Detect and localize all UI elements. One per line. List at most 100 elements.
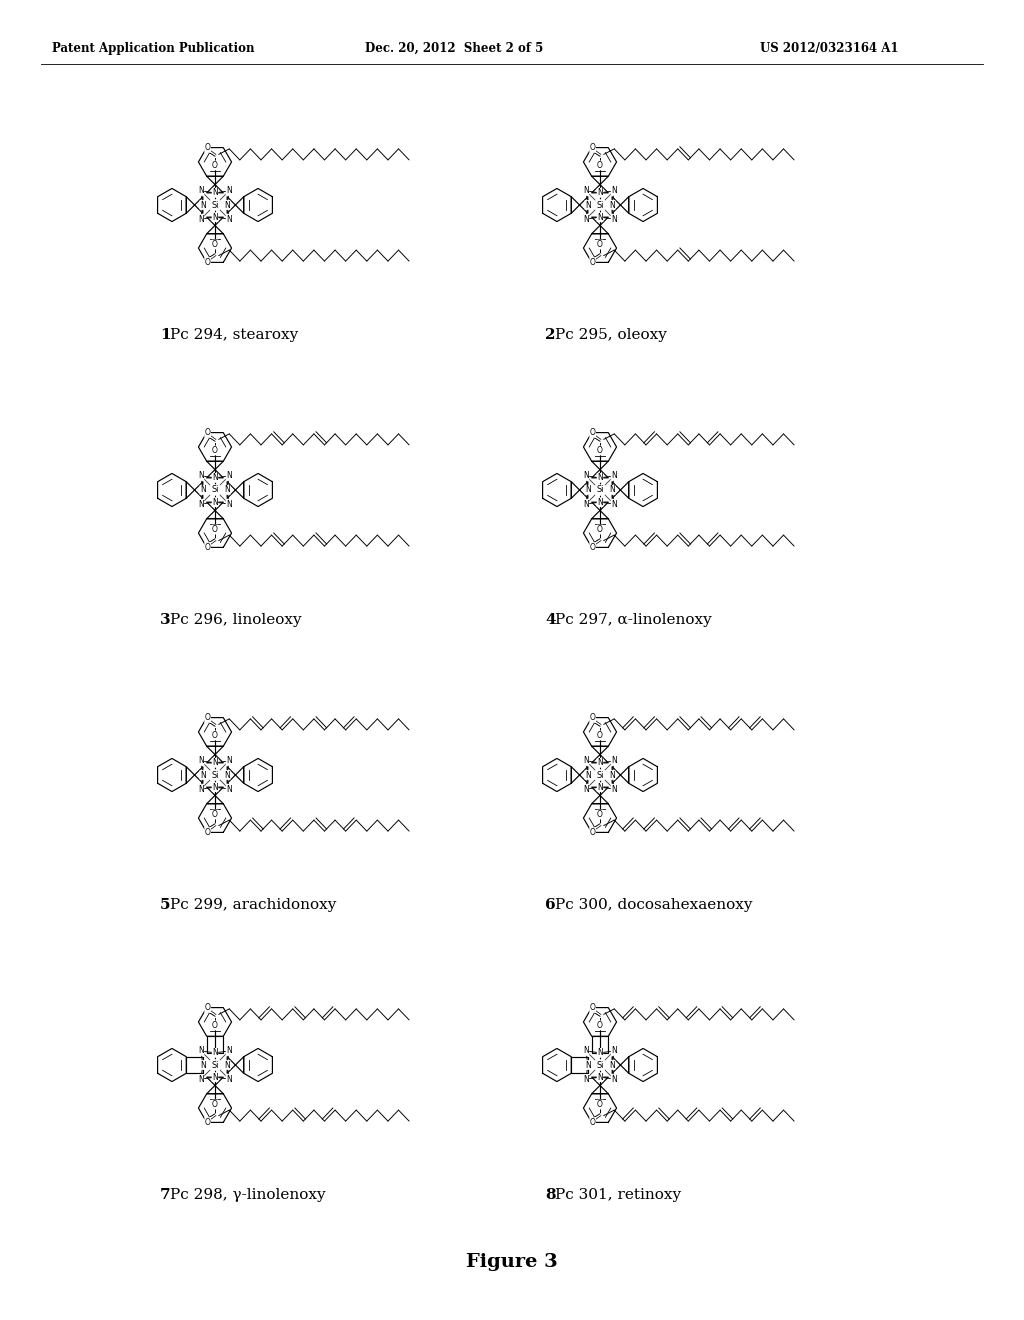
Text: N: N [585,1060,591,1069]
Text: 8: 8 [545,1188,556,1203]
Text: N: N [212,1073,218,1081]
Text: Si: Si [211,771,219,780]
Text: 4: 4 [545,612,556,627]
Text: N: N [583,1074,589,1084]
Text: N: N [583,1047,589,1056]
Text: O: O [212,161,218,170]
Text: Pc 296, linoleoxy: Pc 296, linoleoxy [170,612,302,627]
Text: N: N [611,1047,616,1056]
Text: 3: 3 [160,612,171,627]
Text: N: N [597,1073,603,1081]
Text: O: O [205,543,211,552]
Text: Si: Si [211,1060,219,1069]
Text: N: N [583,784,589,793]
Text: N: N [198,784,204,793]
Text: N: N [212,189,218,198]
Text: O: O [212,1100,218,1109]
Text: N: N [212,1048,218,1057]
Text: O: O [212,446,218,455]
Text: N: N [611,1074,616,1084]
Text: N: N [611,471,616,480]
Text: O: O [212,240,218,249]
Text: N: N [226,499,231,508]
Text: O: O [597,525,603,535]
Text: O: O [205,144,211,153]
Text: N: N [198,1047,204,1056]
Text: O: O [597,240,603,249]
Text: 6: 6 [545,898,556,912]
Text: N: N [609,1060,615,1069]
Text: O: O [590,257,596,267]
Text: N: N [200,771,206,780]
Text: O: O [212,731,218,741]
Text: N: N [226,186,231,195]
Text: N: N [200,486,206,495]
Text: O: O [597,1020,603,1030]
Text: Figure 3: Figure 3 [466,1253,558,1271]
Text: O: O [590,1003,596,1012]
Text: Patent Application Publication: Patent Application Publication [52,42,255,55]
Text: O: O [597,446,603,455]
Text: N: N [583,471,589,480]
Text: O: O [205,828,211,837]
Text: O: O [590,144,596,153]
Text: O: O [212,810,218,818]
Text: Pc 294, stearoxy: Pc 294, stearoxy [170,327,298,342]
Text: 2: 2 [545,327,555,342]
Text: O: O [205,1118,211,1126]
Text: O: O [590,543,596,552]
Text: N: N [597,189,603,198]
Text: 5: 5 [160,898,171,912]
Text: N: N [198,1074,204,1084]
Text: N: N [609,771,615,780]
Text: O: O [205,1003,211,1012]
Text: O: O [212,525,218,535]
Text: Si: Si [596,1060,604,1069]
Text: O: O [590,713,596,722]
Text: N: N [200,1060,206,1069]
Text: O: O [597,810,603,818]
Text: Pc 295, oleoxy: Pc 295, oleoxy [555,327,667,342]
Text: O: O [597,1100,603,1109]
Text: N: N [198,756,204,766]
Text: O: O [590,828,596,837]
Text: N: N [224,201,230,210]
Text: O: O [205,713,211,722]
Text: Si: Si [596,486,604,495]
Text: N: N [597,498,603,507]
Text: N: N [212,498,218,507]
Text: N: N [198,215,204,223]
Text: N: N [212,474,218,482]
Text: O: O [590,1118,596,1126]
Text: N: N [198,499,204,508]
Text: N: N [212,783,218,792]
Text: Si: Si [596,201,604,210]
Text: N: N [611,784,616,793]
Text: N: N [611,499,616,508]
Text: N: N [597,783,603,792]
Text: N: N [212,213,218,222]
Text: N: N [597,213,603,222]
Text: Pc 298, γ-linolenoxy: Pc 298, γ-linolenoxy [170,1188,326,1203]
Text: N: N [585,201,591,210]
Text: Pc 301, retinoxy: Pc 301, retinoxy [555,1188,681,1203]
Text: O: O [597,161,603,170]
Text: N: N [226,215,231,223]
Text: N: N [585,771,591,780]
Text: N: N [226,1047,231,1056]
Text: Pc 297, α-linolenoxy: Pc 297, α-linolenoxy [555,612,712,627]
Text: 1: 1 [160,327,171,342]
Text: N: N [583,186,589,195]
Text: O: O [205,257,211,267]
Text: N: N [609,201,615,210]
Text: 7: 7 [160,1188,171,1203]
Text: N: N [212,759,218,767]
Text: US 2012/0323164 A1: US 2012/0323164 A1 [760,42,898,55]
Text: Pc 300, docosahexaenoxy: Pc 300, docosahexaenoxy [555,898,753,912]
Text: N: N [226,784,231,793]
Text: N: N [597,1048,603,1057]
Text: N: N [583,499,589,508]
Text: N: N [609,486,615,495]
Text: Si: Si [211,201,219,210]
Text: O: O [205,429,211,437]
